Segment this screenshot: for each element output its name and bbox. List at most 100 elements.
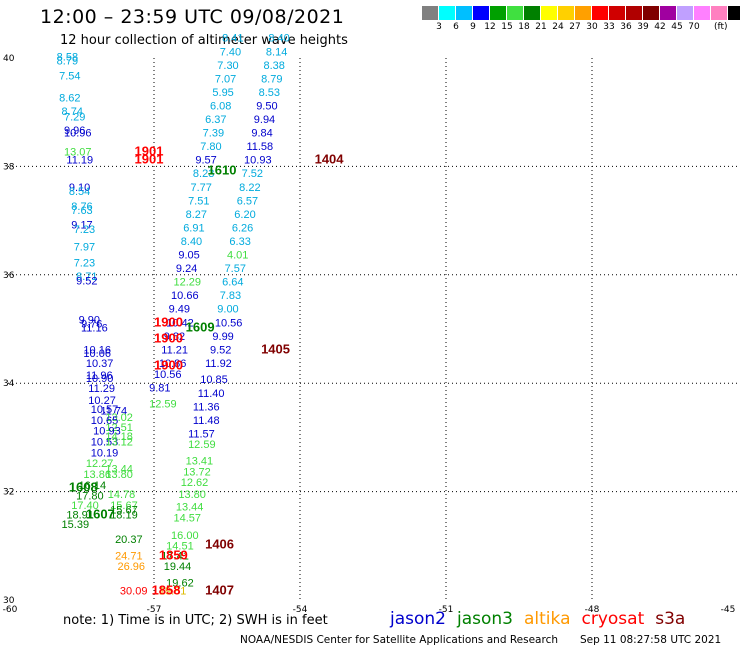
pass-time-label: 1405 — [261, 341, 290, 356]
color-scale-tick: 15 — [501, 22, 513, 32]
swh-reading: 9.76 — [81, 318, 102, 330]
map-axes: -60 -57 -54 -51 -48 -45 30 32 34 36 38 40 — [3, 54, 736, 615]
swh-reading: 6.37 — [205, 114, 226, 126]
pass-time-label: 1900 — [154, 358, 183, 373]
color-swatch — [609, 6, 626, 20]
swh-reading: 10.27 — [88, 395, 116, 407]
color-scale-tick: 36 — [620, 22, 632, 32]
color-swatch — [575, 6, 592, 20]
swh-reading: 19.44 — [164, 561, 192, 573]
swh-reading: 8.22 — [239, 182, 260, 194]
swh-reading: 7.23 — [74, 224, 95, 236]
swh-reading: 10.86 — [159, 358, 187, 370]
swh-reading: 8.71 — [76, 271, 97, 283]
swh-reading: 9.52 — [210, 344, 231, 356]
swh-reading: 10.19 — [91, 447, 119, 459]
swh-reading: 9.10 — [69, 182, 90, 194]
y-tick-label: 38 — [3, 162, 15, 172]
swh-reading: 10.37 — [86, 358, 114, 370]
color-swatch — [728, 6, 740, 20]
swh-reading: 7.29 — [64, 111, 85, 123]
swh-reading: 10.56 — [154, 369, 182, 381]
swh-reading: 7.07 — [215, 73, 236, 85]
swh-reading: 18.19 — [110, 510, 138, 522]
swh-reading: 12.29 — [173, 277, 201, 289]
swh-reading: 11.74 — [100, 406, 127, 418]
swh-reading: 10.85 — [200, 374, 228, 386]
swh-reading: 7.54 — [59, 71, 80, 83]
footer-note: note: 1) Time is in UTC; 2) SWH is in fe… — [63, 613, 328, 628]
swh-reading: 4.01 — [227, 250, 248, 262]
swh-reading: 6.64 — [222, 277, 243, 289]
legend-entry-altika: altika — [524, 609, 571, 629]
swh-reading: 15.39 — [62, 519, 90, 531]
swh-reading: 19.62 — [166, 577, 194, 589]
swh-reading: 9.82 — [164, 331, 185, 343]
color-swatch — [558, 6, 575, 20]
swh-reading: 20.37 — [115, 534, 143, 546]
swh-reading: 14.51 — [166, 541, 194, 553]
swh-reading: 13.02 — [105, 412, 133, 424]
swh-reading: 9.00 — [217, 304, 238, 316]
color-swatch — [456, 6, 473, 20]
swh-reading: 14.57 — [173, 512, 201, 524]
legend-entry-s3a: s3a — [655, 609, 686, 629]
swh-reading: 8.76 — [71, 201, 92, 213]
color-swatch — [507, 6, 524, 20]
swh-reading: 9.52 — [76, 276, 97, 288]
swh-reading: 9.84 — [251, 128, 272, 140]
swh-reading: 6.08 — [210, 100, 231, 112]
swh-reading: 13.44 — [176, 502, 204, 514]
color-scale-tick: 9 — [470, 22, 476, 32]
x-tick-label: -60 — [3, 605, 18, 615]
swh-reading: 11.21 — [161, 344, 188, 356]
swh-reading: 17.80 — [76, 491, 104, 503]
color-scale-bar — [422, 6, 740, 20]
x-tick-label: -57 — [147, 605, 162, 615]
swh-reading: 10.65 — [91, 415, 119, 427]
swh-reading: 10.56 — [215, 317, 243, 329]
swh-reading: 10.93 — [244, 155, 272, 167]
pass-time-label: 1859 — [159, 547, 188, 562]
swh-reading: 12.59 — [149, 399, 177, 411]
swh-reading: 8.38 — [264, 60, 285, 72]
pass-time-label: 1608 — [69, 480, 98, 495]
swh-reading: 10.93 — [93, 426, 121, 438]
pass-time-label: 1404 — [315, 152, 345, 167]
swh-reading: 7.51 — [188, 195, 209, 207]
y-tick-label: 32 — [3, 488, 14, 498]
swh-reading: 11.16 — [81, 323, 108, 335]
swh-reading: 7.30 — [217, 60, 238, 72]
swh-reading: 10.06 — [83, 348, 111, 360]
swh-reading: 26.96 — [118, 561, 146, 573]
swh-reading: 13.12 — [105, 437, 133, 449]
swh-reading: 9.94 — [254, 114, 275, 126]
swh-reading: 9.99 — [212, 331, 233, 343]
pass-time-label: 1407 — [205, 583, 234, 598]
swh-reading: 10.16 — [83, 344, 111, 356]
swh-reading: 9.50 — [256, 100, 277, 112]
swh-reading: 17.40 — [71, 500, 99, 512]
pass-time-label: 1858 — [152, 583, 181, 598]
color-scale-unit: (ft) — [714, 22, 728, 32]
y-tick-label: 40 — [3, 54, 15, 64]
swh-reading: 12.27 — [86, 458, 114, 470]
swh-reading: 15.67 — [110, 504, 138, 516]
color-swatch — [694, 6, 711, 20]
pass-time-label: 1900 — [154, 314, 183, 329]
color-scale-tick: 70 — [688, 22, 700, 32]
satellite-legend: jason2 jason3 altika cryosat s3a — [390, 609, 696, 629]
swh-reading: 5.95 — [212, 87, 233, 99]
swh-reading: 11.36 — [193, 401, 220, 413]
color-scale-tick: 24 — [552, 22, 564, 32]
swh-reading: 11.19 — [66, 155, 93, 167]
color-scale-tick: 18 — [518, 22, 530, 32]
color-swatch — [439, 6, 456, 20]
map-grid — [8, 58, 738, 600]
color-scale-tick: 42 — [654, 22, 666, 32]
swh-reading: 8.79 — [57, 56, 78, 68]
legend-entry-jason3: jason3 — [457, 609, 513, 629]
swh-reading: 9.96 — [64, 125, 85, 137]
color-scale-tick: 45 — [671, 22, 683, 32]
color-scale-tick: 3 — [436, 22, 442, 32]
